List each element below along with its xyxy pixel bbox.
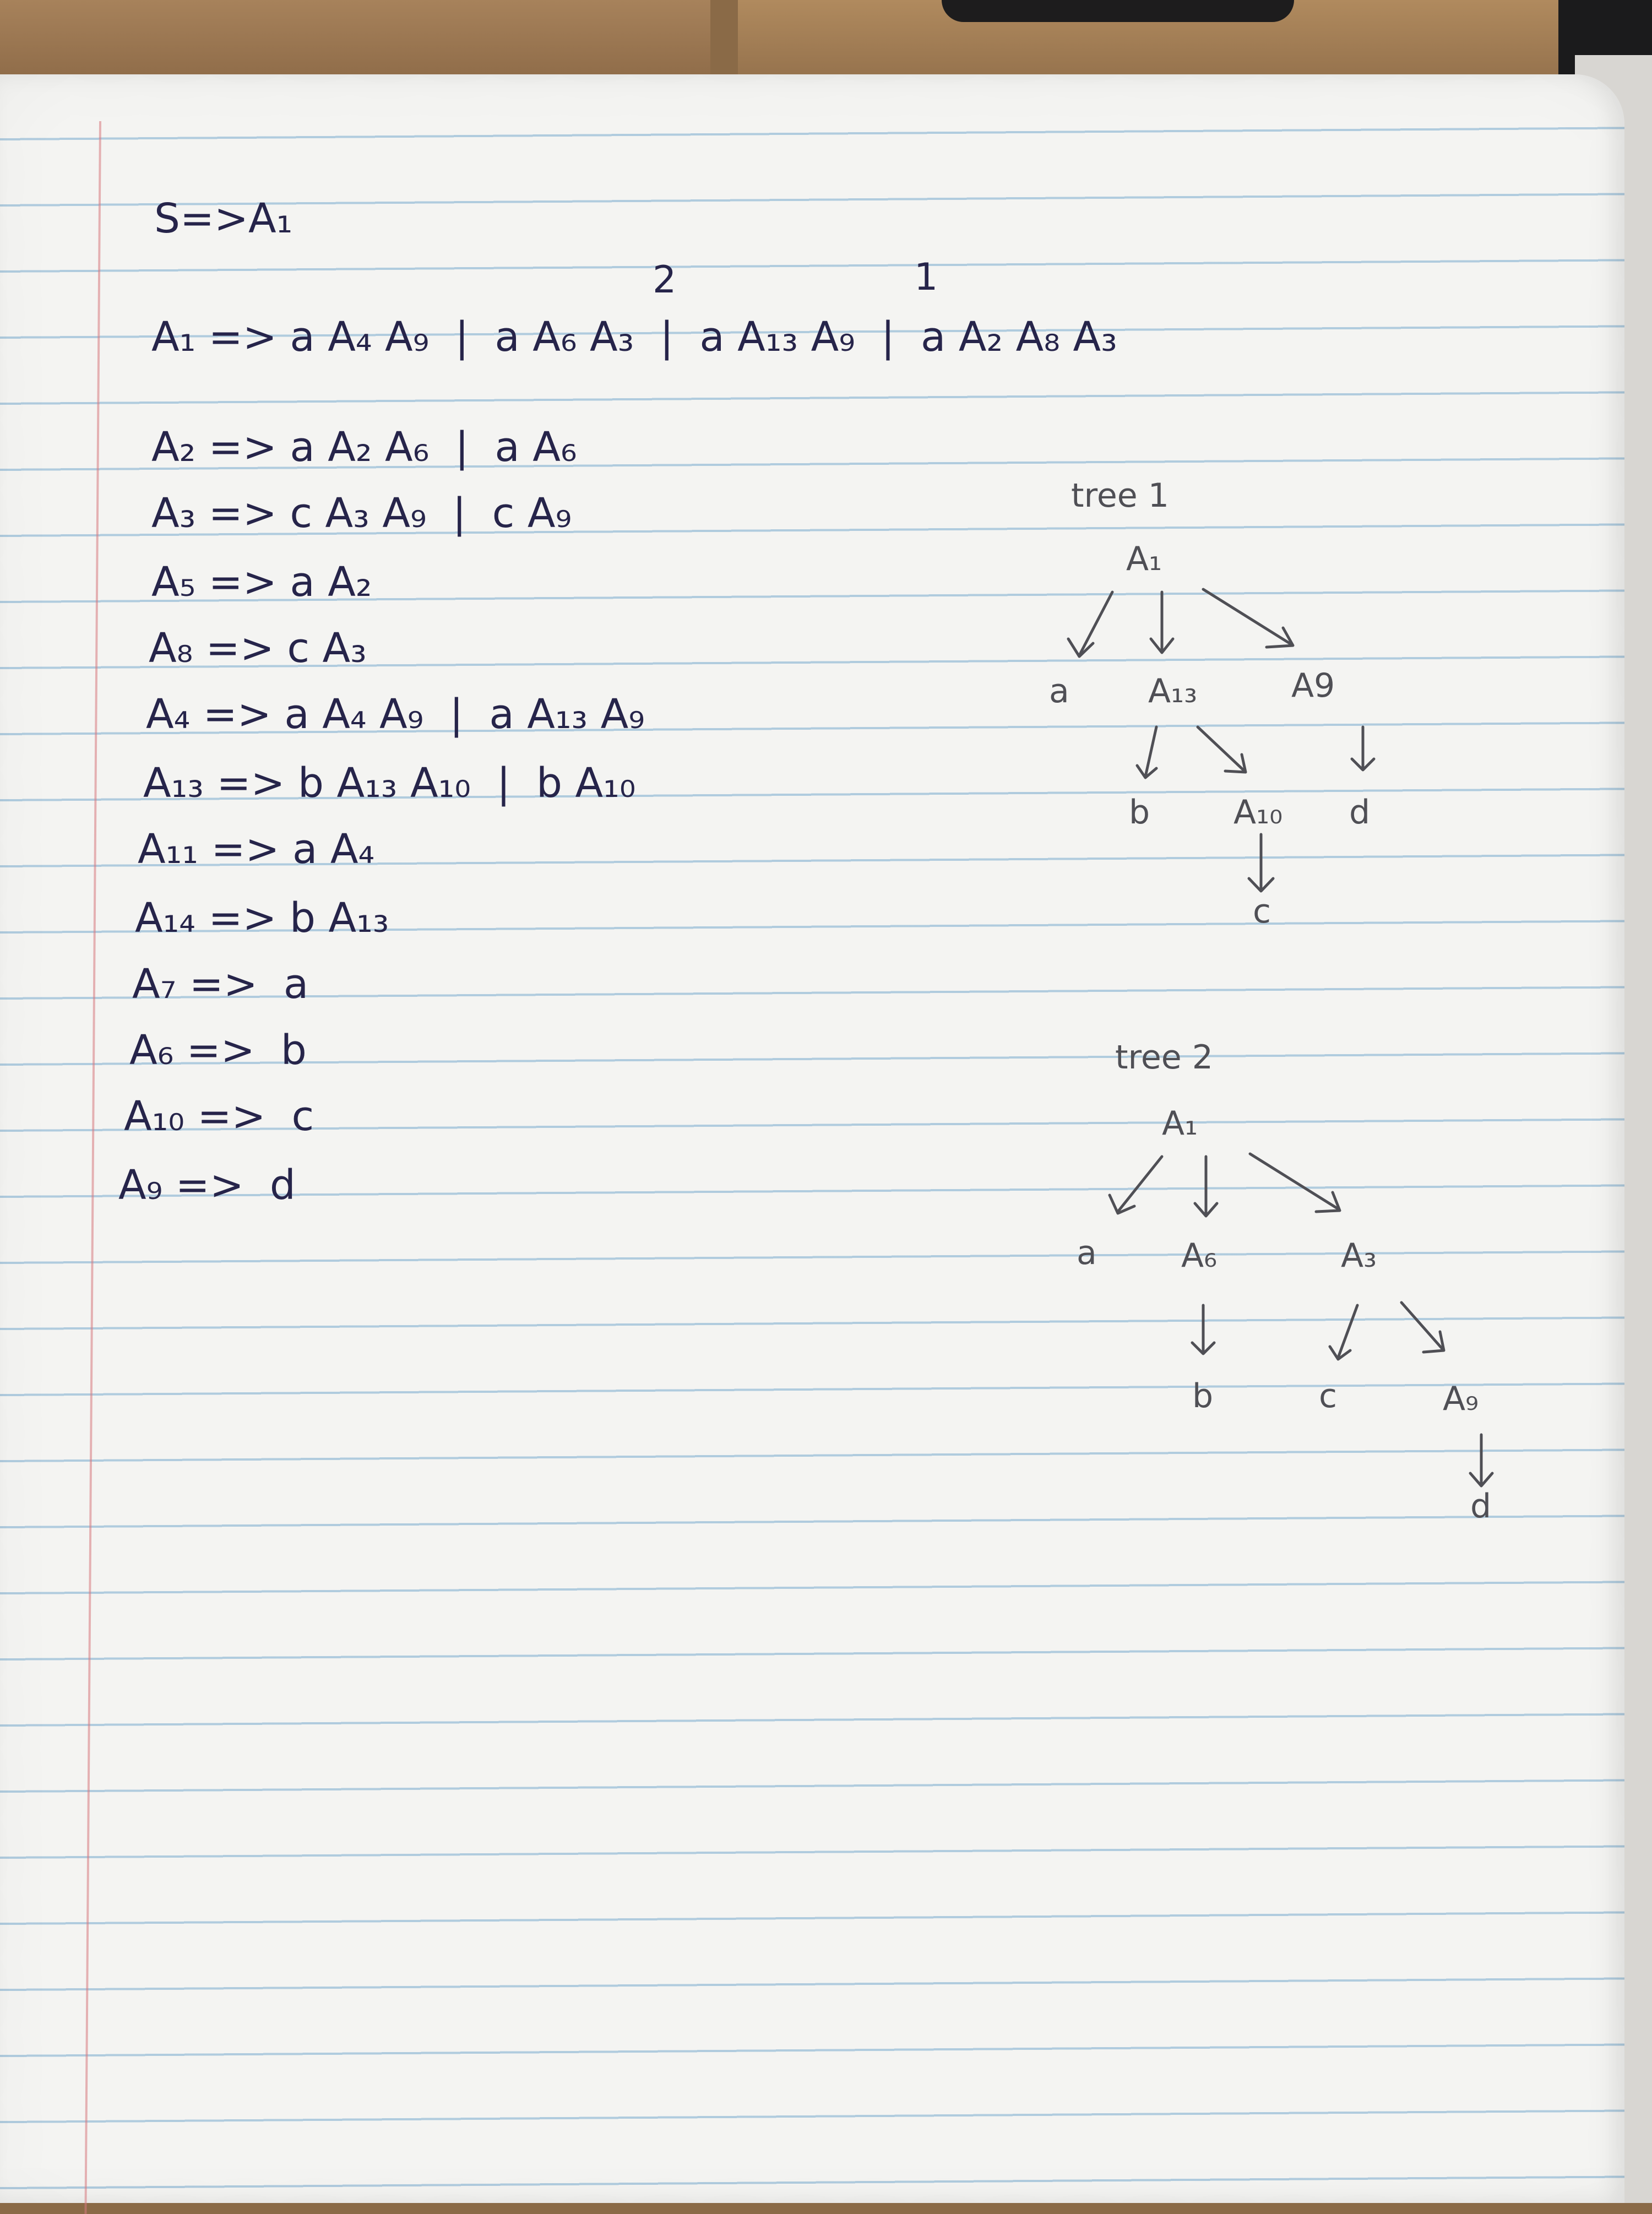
tree2-edge-right-right bbox=[1400, 1301, 1444, 1351]
production-a4: A₄ => a A₄ A₉ | a A₁₃ A₉ bbox=[146, 691, 645, 738]
tree1-title: tree 1 bbox=[1071, 476, 1169, 515]
tree2-mid-child: b bbox=[1192, 1377, 1214, 1415]
tree1-right: A9 bbox=[1291, 666, 1335, 705]
production-a1: A₁ => a A₄ A₉ | a A₆ A₃ | a A₁₃ A₉ | a A… bbox=[151, 313, 1117, 361]
production-a13: A₁₃ => b A₁₃ A₁₀ | b A₁₀ bbox=[143, 759, 636, 807]
dark-object bbox=[942, 0, 1294, 22]
tree1-edge-root-right bbox=[1202, 588, 1293, 646]
production-a9: A₉ => d bbox=[118, 1162, 296, 1209]
production-a7: A₇ => a bbox=[132, 961, 309, 1008]
tree2-right-left: c bbox=[1319, 1377, 1337, 1415]
rule-label-2: 2 bbox=[653, 258, 677, 302]
desk-background bbox=[0, 0, 710, 83]
tree2-right: A₃ bbox=[1341, 1236, 1377, 1275]
production-a10: A₁₀ => c bbox=[124, 1093, 314, 1140]
tree1-leaf: c bbox=[1253, 892, 1271, 931]
rule-label-1: 1 bbox=[914, 256, 938, 299]
tree1-left: a bbox=[1049, 672, 1069, 710]
production-a14: A₁₄ => b A₁₃ bbox=[135, 894, 389, 942]
production-a8: A₈ => c A₃ bbox=[149, 625, 367, 672]
tree2-edge-root-left bbox=[1116, 1155, 1164, 1213]
notebook-page bbox=[0, 74, 1624, 2203]
production-a2: A₂ => a A₂ A₆ | a A₆ bbox=[151, 424, 577, 471]
production-a6: A₆ => b bbox=[129, 1027, 307, 1074]
tree2-right-right: A₉ bbox=[1443, 1380, 1479, 1418]
tree1-edge-mid-right bbox=[1196, 725, 1246, 773]
tree2-mid: A₆ bbox=[1181, 1236, 1218, 1275]
tree2-edge-right-left bbox=[1336, 1304, 1359, 1359]
tree1-edge-mid-left bbox=[1144, 725, 1158, 778]
tree2-root: A₁ bbox=[1162, 1104, 1198, 1143]
tree1-mid-right: A₁₀ bbox=[1233, 793, 1283, 832]
tree2-left: a bbox=[1077, 1234, 1097, 1272]
tree1-root: A₁ bbox=[1126, 540, 1162, 578]
tree2-title: tree 2 bbox=[1115, 1038, 1213, 1077]
production-a5: A₅ => a A₂ bbox=[151, 558, 372, 606]
tree2-edge-root-right bbox=[1248, 1152, 1340, 1211]
tree1-mid-left: b bbox=[1129, 793, 1150, 832]
tree1-edge-root-left bbox=[1078, 590, 1114, 657]
production-a3: A₃ => c A₃ A₉ | c A₉ bbox=[151, 490, 572, 537]
start-rule: S=>A₁ bbox=[154, 195, 293, 242]
production-a11: A₁₁ => a A₄ bbox=[138, 826, 375, 873]
tree1-right-child: d bbox=[1349, 793, 1371, 832]
tree1-mid: A₁₃ bbox=[1148, 672, 1198, 710]
tree2-leaf: d bbox=[1470, 1487, 1492, 1526]
